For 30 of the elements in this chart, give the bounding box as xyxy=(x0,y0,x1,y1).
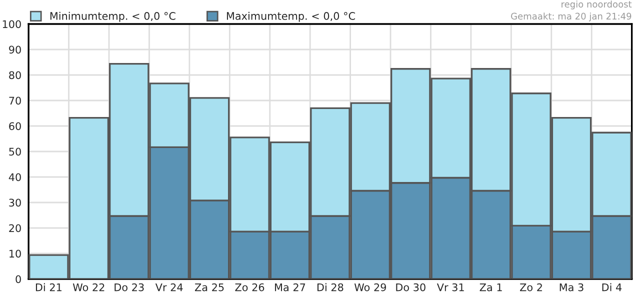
x-tick-label: Za 25 xyxy=(194,283,224,292)
x-tick-label: Ma 3 xyxy=(560,283,584,292)
x-tick-label: Do 30 xyxy=(396,283,426,292)
x-tick-label: Di 21 xyxy=(36,283,62,292)
y-tick-label: 30 xyxy=(9,198,21,207)
x-tick-label: Za 1 xyxy=(480,283,502,292)
y-tick-label: 90 xyxy=(9,46,21,54)
y-tick-label: 60 xyxy=(9,122,21,130)
text: regio noordoost xyxy=(562,0,632,10)
y-tick-label: 40 xyxy=(8,173,21,182)
x-tick-label: Do 23 xyxy=(114,283,144,292)
text: Gemaakt: ma 20 jan 21:49 xyxy=(511,12,632,22)
y-tick-label: 70 xyxy=(9,96,21,105)
x-tick-label: Wo 22 xyxy=(72,283,104,292)
x-tick-label: Vr 24 xyxy=(155,283,183,292)
x-tick-label: Wo 29 xyxy=(354,283,386,292)
x-tick-label: Zo 26 xyxy=(235,283,264,292)
y-tick-label: 10 xyxy=(10,250,21,258)
y-tick-label: 20 xyxy=(9,224,21,232)
y-tick-label: 50 xyxy=(9,148,21,156)
legend-label: Minimumtemp. < 0,0 °C xyxy=(50,12,176,22)
y-tick-label: 0 xyxy=(16,275,21,284)
y-tick-label: 80 xyxy=(9,71,21,80)
x-tick-label: Di 4 xyxy=(602,283,622,292)
x-tick-label: Ma 27 xyxy=(275,283,306,292)
y-tick-label: 100 xyxy=(2,20,21,28)
legend-label: Maximumtemp. < 0,0 °C xyxy=(226,12,355,22)
x-tick-label: Vr 31 xyxy=(436,283,464,292)
x-tick-label: Zo 2 xyxy=(520,283,542,292)
x-tick-label: Di 28 xyxy=(317,283,344,292)
